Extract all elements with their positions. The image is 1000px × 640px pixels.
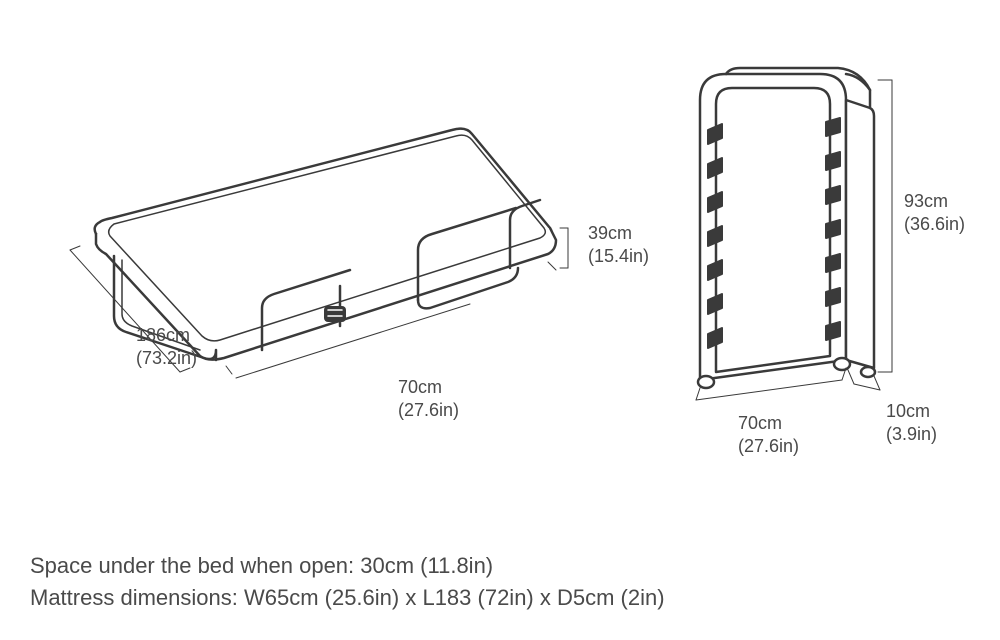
dim-in: (3.9in): [886, 423, 937, 446]
folded-bed-drawing: [660, 60, 940, 450]
dim-open-length: 186cm (73.2in): [136, 324, 197, 369]
dim-folded-width: 70cm (27.6in): [738, 412, 799, 457]
dim-in: (27.6in): [398, 399, 459, 422]
open-bed-drawing: [40, 110, 570, 410]
dim-folded-depth: 10cm (3.9in): [886, 400, 937, 445]
dim-open-height: 39cm (15.4in): [588, 222, 649, 267]
dim-in: (27.6in): [738, 435, 799, 458]
dim-cm: 93cm: [904, 190, 965, 213]
dim-in: (73.2in): [136, 347, 197, 370]
dim-folded-height: 93cm (36.6in): [904, 190, 965, 235]
dim-open-width: 70cm (27.6in): [398, 376, 459, 421]
dim-in: (15.4in): [588, 245, 649, 268]
dim-in: (36.6in): [904, 213, 965, 236]
dim-cm: 70cm: [738, 412, 799, 435]
dim-cm: 186cm: [136, 324, 197, 347]
dim-cm: 70cm: [398, 376, 459, 399]
dim-cm: 39cm: [588, 222, 649, 245]
footer-line-2: Mattress dimensions: W65cm (25.6in) x L1…: [30, 582, 665, 614]
diagram-canvas: 39cm (15.4in) 186cm (73.2in) 70cm (27.6i…: [0, 0, 1000, 640]
dim-cm: 10cm: [886, 400, 937, 423]
footer-notes: Space under the bed when open: 30cm (11.…: [30, 550, 665, 614]
footer-line-1: Space under the bed when open: 30cm (11.…: [30, 550, 665, 582]
